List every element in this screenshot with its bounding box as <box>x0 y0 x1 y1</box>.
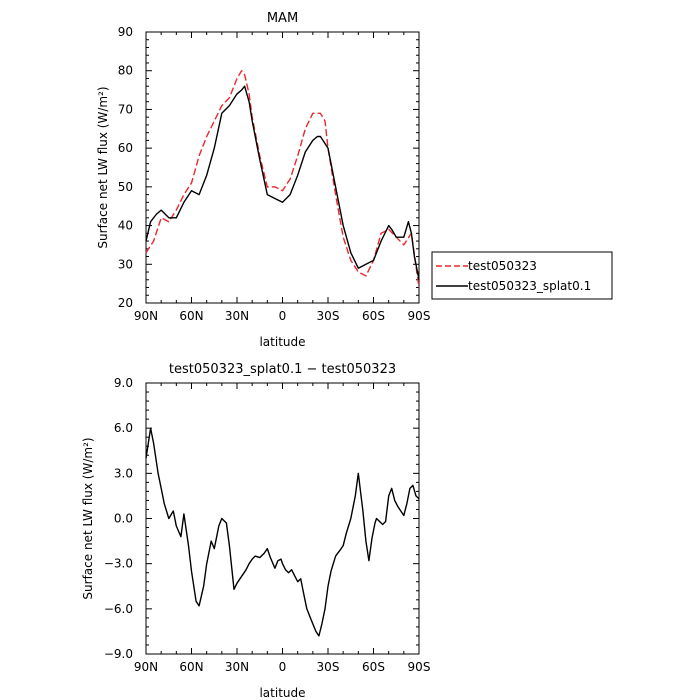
difference-chart: test050323_splat0.1 − test050323 90N 60N 30… <box>81 362 430 700</box>
x-tick-label: 30S <box>317 660 340 674</box>
y-tick-label: 20 <box>118 296 133 310</box>
y-tick-label: 3.0 <box>114 466 133 480</box>
y-tick-label: −6.0 <box>104 602 133 616</box>
y-tick-label: −3.0 <box>104 557 133 571</box>
x-tick-label: 30N <box>225 309 249 323</box>
top-chart: MAM 90N 60N 30N 0 30S 60S 90S 20 30 40 50 60 70 80 90 la… <box>96 11 613 349</box>
x-axis-label: latitude <box>259 335 305 349</box>
series-line-0 <box>145 69 420 288</box>
legend-box <box>431 251 613 300</box>
y-axis-label: Surface net LW flux (W/m²) <box>96 86 110 248</box>
x-tick-label: 60N <box>179 660 203 674</box>
y-tick-label: 40 <box>118 219 133 233</box>
series-line-0 <box>145 427 420 637</box>
chart-title: test050323_splat0.1 − test050323 <box>169 362 396 377</box>
y-tick-label: 70 <box>118 102 133 116</box>
series-line-1 <box>145 85 420 280</box>
y-tick-label: 30 <box>118 257 133 271</box>
y-tick-label: 0.0 <box>114 512 133 526</box>
y-tick-label: 60 <box>118 141 133 155</box>
y-tick-label: 6.0 <box>114 421 133 435</box>
x-tick-label: 30S <box>317 309 340 323</box>
y-tick-label: 80 <box>118 64 133 78</box>
x-tick-label: 0 <box>279 660 287 674</box>
x-tick-label: 90S <box>408 660 431 674</box>
x-tick-label: 90S <box>408 309 431 323</box>
x-tick-label: 0 <box>279 309 287 323</box>
x-tick-label: 60S <box>362 660 385 674</box>
y-tick-label: −9.0 <box>104 647 133 661</box>
x-tick-label: 90N <box>134 309 158 323</box>
y-tick-label: 90 <box>118 25 133 39</box>
x-tick-label: 60S <box>362 309 385 323</box>
y-tick-label: 50 <box>118 180 133 194</box>
y-axis-label: Surface net LW flux (W/m²) <box>81 437 95 599</box>
y-tick-label: 9.0 <box>114 376 133 390</box>
x-axis-label: latitude <box>259 686 305 700</box>
chart-title: MAM <box>267 11 298 26</box>
x-tick-label: 60N <box>179 309 203 323</box>
legend-entry: test050323_splat0.1 <box>468 279 591 293</box>
x-tick-label: 90N <box>134 660 158 674</box>
legend-entry: test050323 <box>468 259 537 273</box>
x-tick-label: 30N <box>225 660 249 674</box>
